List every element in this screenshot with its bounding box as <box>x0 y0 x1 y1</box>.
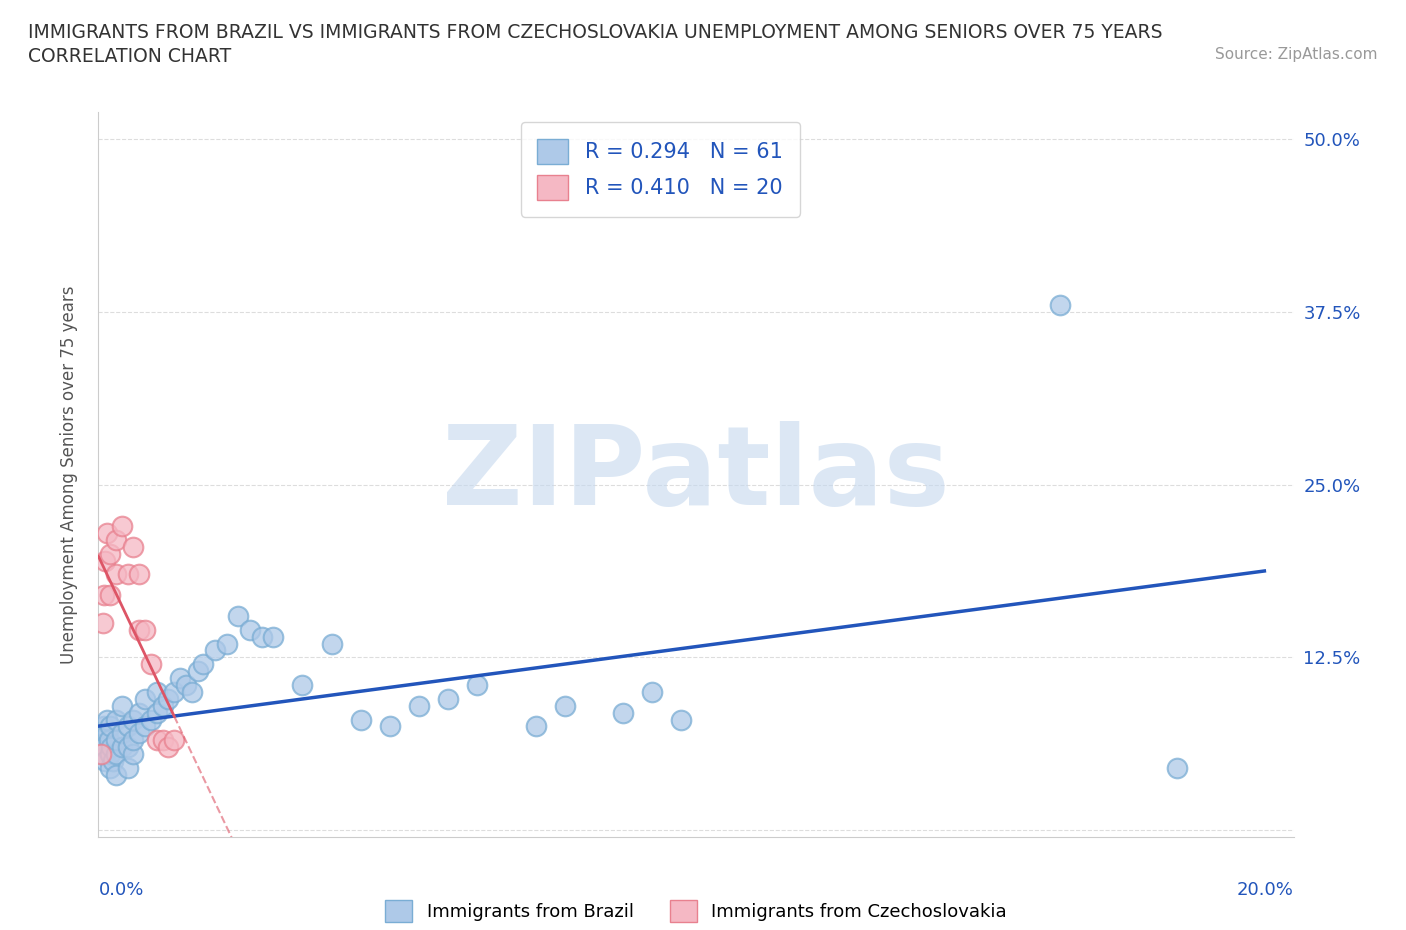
Point <box>134 622 156 637</box>
Point <box>111 698 134 713</box>
Point <box>104 767 127 782</box>
Point <box>152 698 174 713</box>
Point <box>122 539 145 554</box>
Point <box>117 719 139 734</box>
Point <box>98 588 121 603</box>
Point <box>98 747 121 762</box>
Point <box>437 691 460 706</box>
Point <box>554 698 576 713</box>
Point <box>163 733 186 748</box>
Point <box>91 733 114 748</box>
Point <box>239 622 262 637</box>
Text: Source: ZipAtlas.com: Source: ZipAtlas.com <box>1215 46 1378 61</box>
Point <box>128 567 150 582</box>
Point <box>117 567 139 582</box>
Legend: R = 0.294   N = 61, R = 0.410   N = 20: R = 0.294 N = 61, R = 0.410 N = 20 <box>520 122 800 217</box>
Point <box>262 630 284 644</box>
Point <box>128 726 150 741</box>
Text: 0.0%: 0.0% <box>98 881 143 898</box>
Point <box>91 616 114 631</box>
Point <box>180 684 202 699</box>
Point <box>111 726 134 741</box>
Point <box>228 608 250 623</box>
Point <box>93 588 115 603</box>
Point <box>111 519 134 534</box>
Point <box>104 747 127 762</box>
Point <box>139 712 162 727</box>
Point <box>145 684 167 699</box>
Y-axis label: Unemployment Among Seniors over 75 years: Unemployment Among Seniors over 75 years <box>59 286 77 663</box>
Point <box>134 719 156 734</box>
Point <box>350 712 373 727</box>
Point <box>96 525 118 540</box>
Point <box>104 533 127 548</box>
Point <box>174 678 197 693</box>
Point <box>128 705 150 720</box>
Text: CORRELATION CHART: CORRELATION CHART <box>28 46 232 65</box>
Text: 20.0%: 20.0% <box>1237 881 1294 898</box>
Point <box>612 705 634 720</box>
Text: IMMIGRANTS FROM BRAZIL VS IMMIGRANTS FROM CZECHOSLOVAKIA UNEMPLOYMENT AMONG SENI: IMMIGRANTS FROM BRAZIL VS IMMIGRANTS FRO… <box>28 23 1163 42</box>
Point <box>96 712 118 727</box>
Point <box>117 739 139 754</box>
Point <box>134 691 156 706</box>
Point <box>93 739 115 754</box>
Point <box>94 553 117 568</box>
Point <box>186 664 208 679</box>
Point <box>641 684 664 699</box>
Point <box>1049 298 1071 312</box>
Point <box>215 636 238 651</box>
Point <box>100 739 122 754</box>
Point <box>408 698 430 713</box>
Point <box>101 753 124 768</box>
Point <box>104 712 127 727</box>
Point <box>163 684 186 699</box>
Point <box>321 636 343 651</box>
Point <box>90 747 112 762</box>
Point <box>157 739 180 754</box>
Point <box>98 761 121 776</box>
Point <box>128 622 150 637</box>
Point <box>157 691 180 706</box>
Point <box>378 719 401 734</box>
Point <box>104 567 127 582</box>
Point <box>467 678 489 693</box>
Point <box>1166 761 1188 776</box>
Point <box>204 643 226 658</box>
Text: ZIPatlas: ZIPatlas <box>441 420 950 528</box>
Point <box>104 733 127 748</box>
Point <box>145 733 167 748</box>
Point <box>524 719 547 734</box>
Point <box>671 712 693 727</box>
Point <box>94 753 117 768</box>
Point <box>122 712 145 727</box>
Point <box>93 719 115 734</box>
Point <box>96 726 118 741</box>
Point <box>111 739 134 754</box>
Point <box>90 747 112 762</box>
Point <box>98 719 121 734</box>
Point <box>152 733 174 748</box>
Point <box>122 733 145 748</box>
Point <box>169 671 191 685</box>
Point <box>122 747 145 762</box>
Point <box>145 705 167 720</box>
Point <box>193 657 215 671</box>
Point <box>250 630 273 644</box>
Point <box>117 761 139 776</box>
Point <box>139 657 162 671</box>
Point <box>98 546 121 561</box>
Point <box>97 733 120 748</box>
Point <box>291 678 314 693</box>
